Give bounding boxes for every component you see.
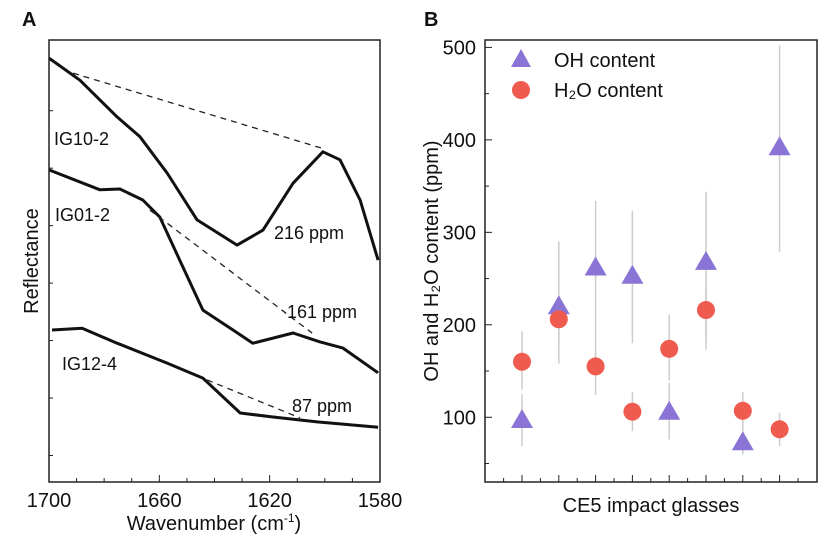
h2o-point: [513, 352, 531, 371]
legend-triangle-icon: [511, 49, 531, 67]
legend: OH content H₂O content: [511, 49, 663, 102]
oh-point: [731, 431, 754, 451]
x-tick-label: 1700: [27, 490, 72, 512]
annotation-87-ppm: 87 ppm: [292, 396, 352, 416]
h2o-point: [623, 402, 642, 421]
y-tick-label: 100: [443, 407, 476, 429]
panel-a-label: A: [22, 9, 36, 31]
series-label-ig01-2: IG01-2: [55, 205, 110, 225]
oh-point: [768, 136, 791, 156]
y-tick-label: 200: [443, 315, 476, 337]
h2o-point: [660, 339, 679, 358]
legend-oh: OH content: [554, 50, 656, 72]
panel-b-label: B: [424, 9, 438, 31]
y-tick-label: 500: [443, 37, 476, 59]
annotation-216-ppm: 216 ppm: [274, 223, 344, 243]
y-tick-label: 300: [443, 222, 476, 244]
panel-a-frame: [48, 39, 381, 483]
oh-point: [695, 250, 717, 270]
h2o-point: [549, 310, 568, 329]
oh-point: [621, 264, 644, 284]
oh-point: [511, 409, 533, 429]
panel-b-ylabel: OH and H₂O content (ppm): [421, 140, 443, 381]
h2o-point: [770, 420, 789, 439]
panel-a-xlabel: Wavenumber (cm-1): [127, 511, 301, 535]
spectrum-ig01-2: [48, 168, 379, 375]
spectrum-ig10-2: [48, 56, 380, 261]
panel-b-frame: [484, 39, 818, 483]
panel-a-ylabel: Reflectance: [21, 208, 43, 314]
panel-b-xlabel: CE5 impact glasses: [563, 495, 740, 517]
x-tick-label: 1580: [358, 490, 403, 512]
oh-point: [584, 256, 607, 276]
annotation-161-ppm: 161 ppm: [287, 302, 357, 322]
spectrum-ig12-4: [51, 326, 379, 429]
legend-circle-icon: [512, 81, 530, 99]
h2o-point: [697, 301, 715, 320]
baseline-ig01-2: [149, 209, 313, 334]
y-tick-label: 400: [443, 130, 476, 152]
h2o-point: [733, 401, 752, 420]
series-label-ig12-4: IG12-4: [62, 354, 117, 374]
h2o-point: [586, 357, 605, 376]
panel-b-plot: 100 200 300 400 500: [443, 37, 799, 482]
baseline-ig12-4: [206, 379, 301, 419]
oh-point: [547, 295, 570, 315]
x-tick-label: 1620: [247, 490, 292, 512]
panel-a-plot: [48, 56, 381, 482]
series-label-ig10-2: IG10-2: [54, 129, 109, 149]
x-tick-label: 1660: [137, 490, 182, 512]
oh-point: [658, 400, 681, 420]
legend-h2o: H₂O content: [554, 80, 663, 102]
